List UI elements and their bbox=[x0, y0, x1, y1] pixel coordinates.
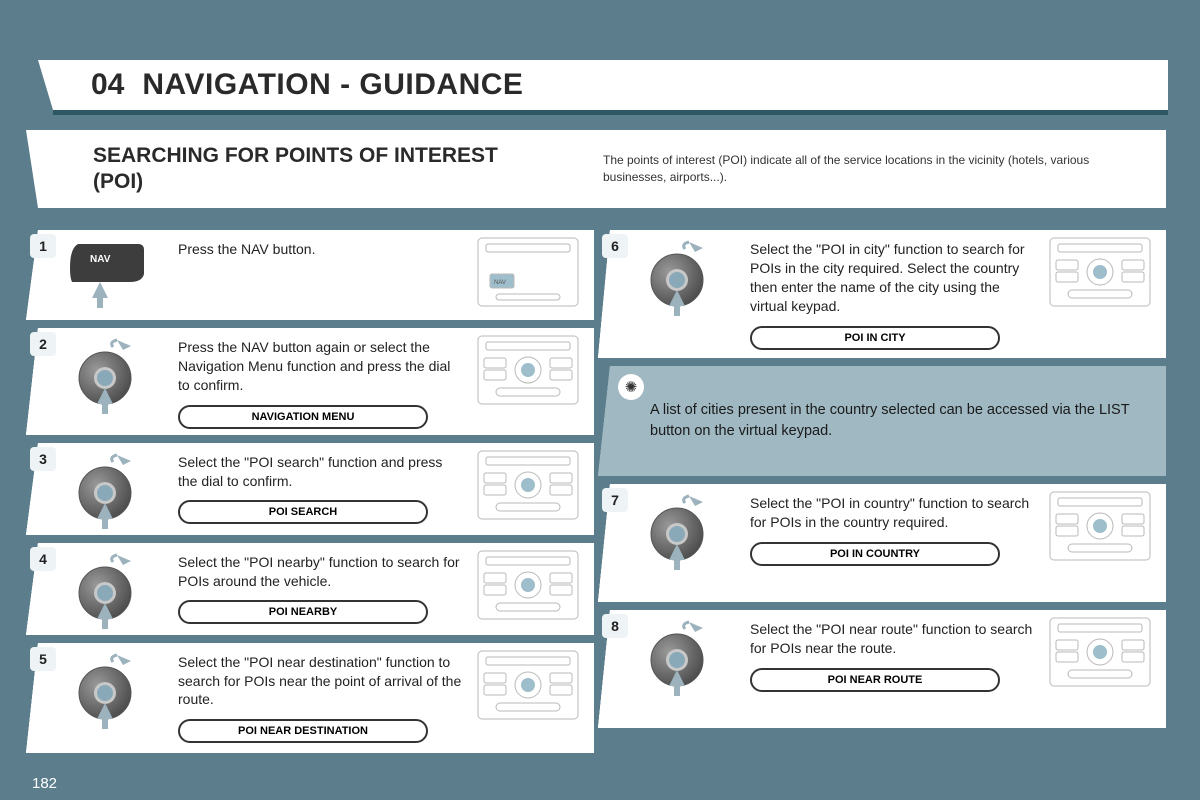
menu-pill: POI NEAR ROUTE bbox=[750, 668, 1000, 692]
step-number-badge: 3 bbox=[30, 447, 56, 471]
console-thumbnail-icon bbox=[476, 449, 580, 521]
step-instruction: Select the "POI search" function and pre… bbox=[178, 453, 464, 491]
subheader-bar: SEARCHING FOR POINTS OF INTEREST (POI) T… bbox=[38, 130, 1166, 208]
section-title: NAVIGATION - GUIDANCE bbox=[142, 68, 523, 102]
step-text-column: Select the "POI in country" function to … bbox=[750, 490, 1044, 566]
step-number-badge: 6 bbox=[602, 234, 628, 258]
step-number-badge: 2 bbox=[30, 332, 56, 356]
step-number-badge: 8 bbox=[602, 614, 628, 638]
tip-text: A list of cities present in the country … bbox=[650, 400, 1146, 442]
step-card: 4 Select the "POI nearby" function to se… bbox=[38, 543, 594, 635]
dial-icon bbox=[69, 451, 147, 529]
menu-pill: POI IN COUNTRY bbox=[750, 542, 1000, 566]
step-icon-column bbox=[38, 549, 178, 629]
lightbulb-icon: ✺ bbox=[618, 374, 644, 400]
step-instruction: Press the NAV button again or select the… bbox=[178, 338, 464, 395]
title-bar: 04 NAVIGATION - GUIDANCE bbox=[53, 60, 1168, 115]
console-thumbnail-icon bbox=[1048, 236, 1152, 308]
svg-text:NAV: NAV bbox=[494, 280, 506, 286]
subheader-title: SEARCHING FOR POINTS OF INTEREST (POI) bbox=[93, 143, 533, 196]
console-thumbnail bbox=[472, 549, 584, 621]
nav-button-icon: NAV bbox=[60, 238, 156, 310]
menu-pill: POI NEAR DESTINATION bbox=[178, 719, 428, 743]
console-thumbnail bbox=[472, 334, 584, 406]
step-instruction: Select the "POI in country" function to … bbox=[750, 494, 1036, 532]
console-thumbnail-icon bbox=[476, 649, 580, 721]
step-number-badge: 7 bbox=[602, 488, 628, 512]
step-text-column: Select the "POI near route" function to … bbox=[750, 616, 1044, 692]
right-column: 6 Select the "POI in city" function to s… bbox=[610, 230, 1166, 736]
console-thumbnail bbox=[1044, 236, 1156, 308]
step-number-badge: 5 bbox=[30, 647, 56, 671]
step-icon-column bbox=[610, 616, 750, 696]
dial-icon bbox=[69, 551, 147, 629]
step-card: 8 Select the "POI near route" function t… bbox=[610, 610, 1166, 728]
step-number-badge: 1 bbox=[30, 234, 56, 258]
step-icon-column bbox=[38, 449, 178, 529]
step-card: 6 Select the "POI in city" function to s… bbox=[610, 230, 1166, 358]
menu-pill: POI IN CITY bbox=[750, 326, 1000, 350]
step-number-badge: 4 bbox=[30, 547, 56, 571]
step-icon-column: NAV bbox=[38, 236, 178, 310]
tip-box: ✺A list of cities present in the country… bbox=[610, 366, 1166, 476]
step-card: 5 Select the "POI near destination" func… bbox=[38, 643, 594, 753]
dial-icon bbox=[641, 492, 719, 570]
menu-pill: POI SEARCH bbox=[178, 500, 428, 524]
step-text-column: Select the "POI nearby" function to sear… bbox=[178, 549, 472, 625]
menu-pill: POI NEARBY bbox=[178, 600, 428, 624]
console-thumbnail-icon bbox=[1048, 616, 1152, 688]
step-icon-column bbox=[38, 649, 178, 729]
console-thumbnail bbox=[472, 649, 584, 721]
step-instruction: Press the NAV button. bbox=[178, 240, 464, 259]
dial-icon bbox=[69, 336, 147, 414]
menu-pill: NAVIGATION MENU bbox=[178, 405, 428, 429]
console-thumbnail-icon bbox=[476, 334, 580, 406]
step-icon-column bbox=[610, 490, 750, 570]
step-instruction: Select the "POI in city" function to sea… bbox=[750, 240, 1036, 316]
dial-icon bbox=[641, 618, 719, 696]
step-text-column: Select the "POI near destination" functi… bbox=[178, 649, 472, 744]
step-card: 7 Select the "POI in country" function t… bbox=[610, 484, 1166, 602]
dial-icon bbox=[641, 238, 719, 316]
step-card: 1 NAV Press the NAV button. NAV bbox=[38, 230, 594, 320]
step-text-column: Select the "POI search" function and pre… bbox=[178, 449, 472, 525]
step-text-column: Select the "POI in city" function to sea… bbox=[750, 236, 1044, 350]
step-card: 3 Select the "POI search" function and p… bbox=[38, 443, 594, 535]
step-card: 2 Press the NAV button again or select t… bbox=[38, 328, 594, 435]
console-thumbnail: NAV bbox=[472, 236, 584, 308]
console-thumbnail-icon: NAV bbox=[476, 236, 580, 308]
console-thumbnail bbox=[472, 449, 584, 521]
console-thumbnail-icon bbox=[1048, 490, 1152, 562]
step-text-column: Press the NAV button again or select the… bbox=[178, 334, 472, 429]
step-instruction: Select the "POI near destination" functi… bbox=[178, 653, 464, 710]
step-text-column: Press the NAV button. bbox=[178, 236, 472, 259]
page-number: 182 bbox=[32, 775, 57, 792]
step-instruction: Select the "POI near route" function to … bbox=[750, 620, 1036, 658]
section-number: 04 bbox=[91, 68, 124, 102]
console-thumbnail bbox=[1044, 616, 1156, 688]
step-instruction: Select the "POI nearby" function to sear… bbox=[178, 553, 464, 591]
step-icon-column bbox=[610, 236, 750, 316]
step-icon-column bbox=[38, 334, 178, 414]
subheader-description: The points of interest (POI) indicate al… bbox=[603, 152, 1103, 186]
dial-icon bbox=[69, 651, 147, 729]
console-thumbnail bbox=[1044, 490, 1156, 562]
svg-text:NAV: NAV bbox=[90, 254, 111, 265]
console-thumbnail-icon bbox=[476, 549, 580, 621]
left-column: 1 NAV Press the NAV button. NAV 2 Press … bbox=[38, 230, 594, 761]
